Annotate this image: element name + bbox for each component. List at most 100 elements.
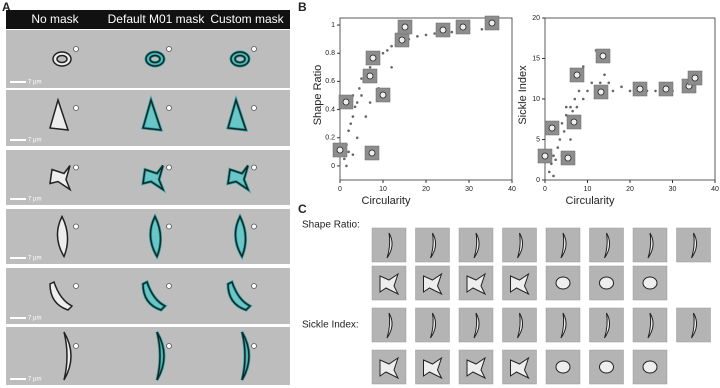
point <box>564 105 568 109</box>
debris <box>166 283 172 289</box>
debris <box>73 223 79 230</box>
debris <box>73 164 79 171</box>
thumbnail-cell <box>510 272 530 296</box>
point <box>577 89 581 93</box>
thumbnail-cell <box>555 360 571 374</box>
thumbnail-cell <box>604 232 610 259</box>
point <box>390 44 393 48</box>
cell-outline <box>227 165 250 192</box>
scale-bar-label: 7 µm <box>28 80 41 86</box>
thumbnail-cell <box>647 232 654 259</box>
thumbnail <box>545 307 581 343</box>
thumbnail-cell <box>368 149 376 157</box>
y-tick-label: 10 <box>532 96 540 103</box>
debris <box>251 223 257 230</box>
debris <box>73 343 79 349</box>
thumbnail-cell <box>459 23 467 31</box>
x-tick-label: 20 <box>626 186 634 193</box>
thumbnail <box>589 307 624 343</box>
cell <box>56 214 79 259</box>
point <box>345 164 348 168</box>
column-header: No mask <box>31 12 79 26</box>
scale-bar-label: 7 µm <box>28 138 41 144</box>
thumbnail-cell <box>488 19 496 27</box>
cell-outline <box>230 51 250 67</box>
point <box>355 101 359 104</box>
debris <box>251 283 257 289</box>
debris <box>166 343 172 349</box>
thumbnail-cell <box>430 312 436 339</box>
thumbnail-cell <box>473 232 480 259</box>
y-tick-label: 0.6 <box>325 78 335 85</box>
point <box>390 66 393 69</box>
thumbnail-cell <box>423 272 443 296</box>
panel-label: C <box>298 202 307 216</box>
cell <box>234 213 257 260</box>
panel-label: B <box>298 0 307 14</box>
point <box>381 51 385 55</box>
thumbnail-cell <box>570 118 578 126</box>
point <box>347 129 350 132</box>
thumbnail-cell <box>398 36 406 44</box>
cell-outline <box>52 51 72 67</box>
cell <box>141 94 172 132</box>
thumbnail-cell <box>466 356 487 380</box>
thumbnail-cell <box>597 88 605 96</box>
point <box>353 105 357 109</box>
header-bar <box>6 10 290 29</box>
point <box>547 170 551 174</box>
thumbnail-cell <box>662 85 670 93</box>
debris <box>73 46 79 52</box>
point <box>590 81 594 85</box>
scale-bar-label: 7 µm <box>28 197 41 203</box>
point <box>586 89 589 93</box>
thumbnail-cell <box>599 52 607 60</box>
thumbnail-cell <box>366 72 374 80</box>
y-tick-label: 20 <box>532 15 540 22</box>
point <box>355 136 359 140</box>
thumbnail-cell <box>573 71 581 79</box>
row-label: Shape Ratio: <box>302 220 360 231</box>
cell-outline <box>49 280 74 311</box>
debris <box>166 164 172 171</box>
thumbnail-cell <box>691 312 697 339</box>
cell <box>240 331 257 381</box>
cell <box>226 94 257 132</box>
thumbnail-cell <box>548 124 556 132</box>
row-label: Sickle Index: <box>302 320 359 331</box>
panel-label: A <box>2 0 11 14</box>
cell-outline <box>234 214 247 259</box>
thumbnail-cell <box>564 154 572 162</box>
cell <box>141 164 172 194</box>
point <box>351 115 355 118</box>
point <box>552 154 555 157</box>
point <box>581 65 585 68</box>
cell <box>229 46 257 68</box>
x-tick-label: 0 <box>543 186 547 193</box>
point <box>343 157 346 161</box>
cell-outline <box>145 51 165 67</box>
thumbnail-cell <box>691 74 699 82</box>
x-axis-label: Circularity <box>566 195 615 207</box>
point <box>433 32 436 35</box>
thumbnail <box>458 307 494 343</box>
point <box>571 109 574 113</box>
point <box>598 81 602 85</box>
x-tick-label: 0 <box>338 186 342 193</box>
point <box>360 94 363 97</box>
cell <box>49 164 79 192</box>
thumbnail-cell <box>386 312 393 339</box>
thumbnail-cell <box>379 91 387 99</box>
point <box>450 30 454 34</box>
y-tick-label: 0.4 <box>325 106 335 113</box>
y-tick-label: 0 <box>331 163 335 170</box>
thumbnail-cell <box>517 232 523 259</box>
y-tick-label: 0.8 <box>325 50 335 57</box>
point <box>558 138 562 141</box>
column-header: Default M01 mask <box>108 12 206 26</box>
debris <box>166 105 172 111</box>
debris <box>166 223 172 230</box>
point <box>575 105 579 109</box>
cell-outline <box>142 97 163 131</box>
thumbnail-cell <box>466 272 487 296</box>
